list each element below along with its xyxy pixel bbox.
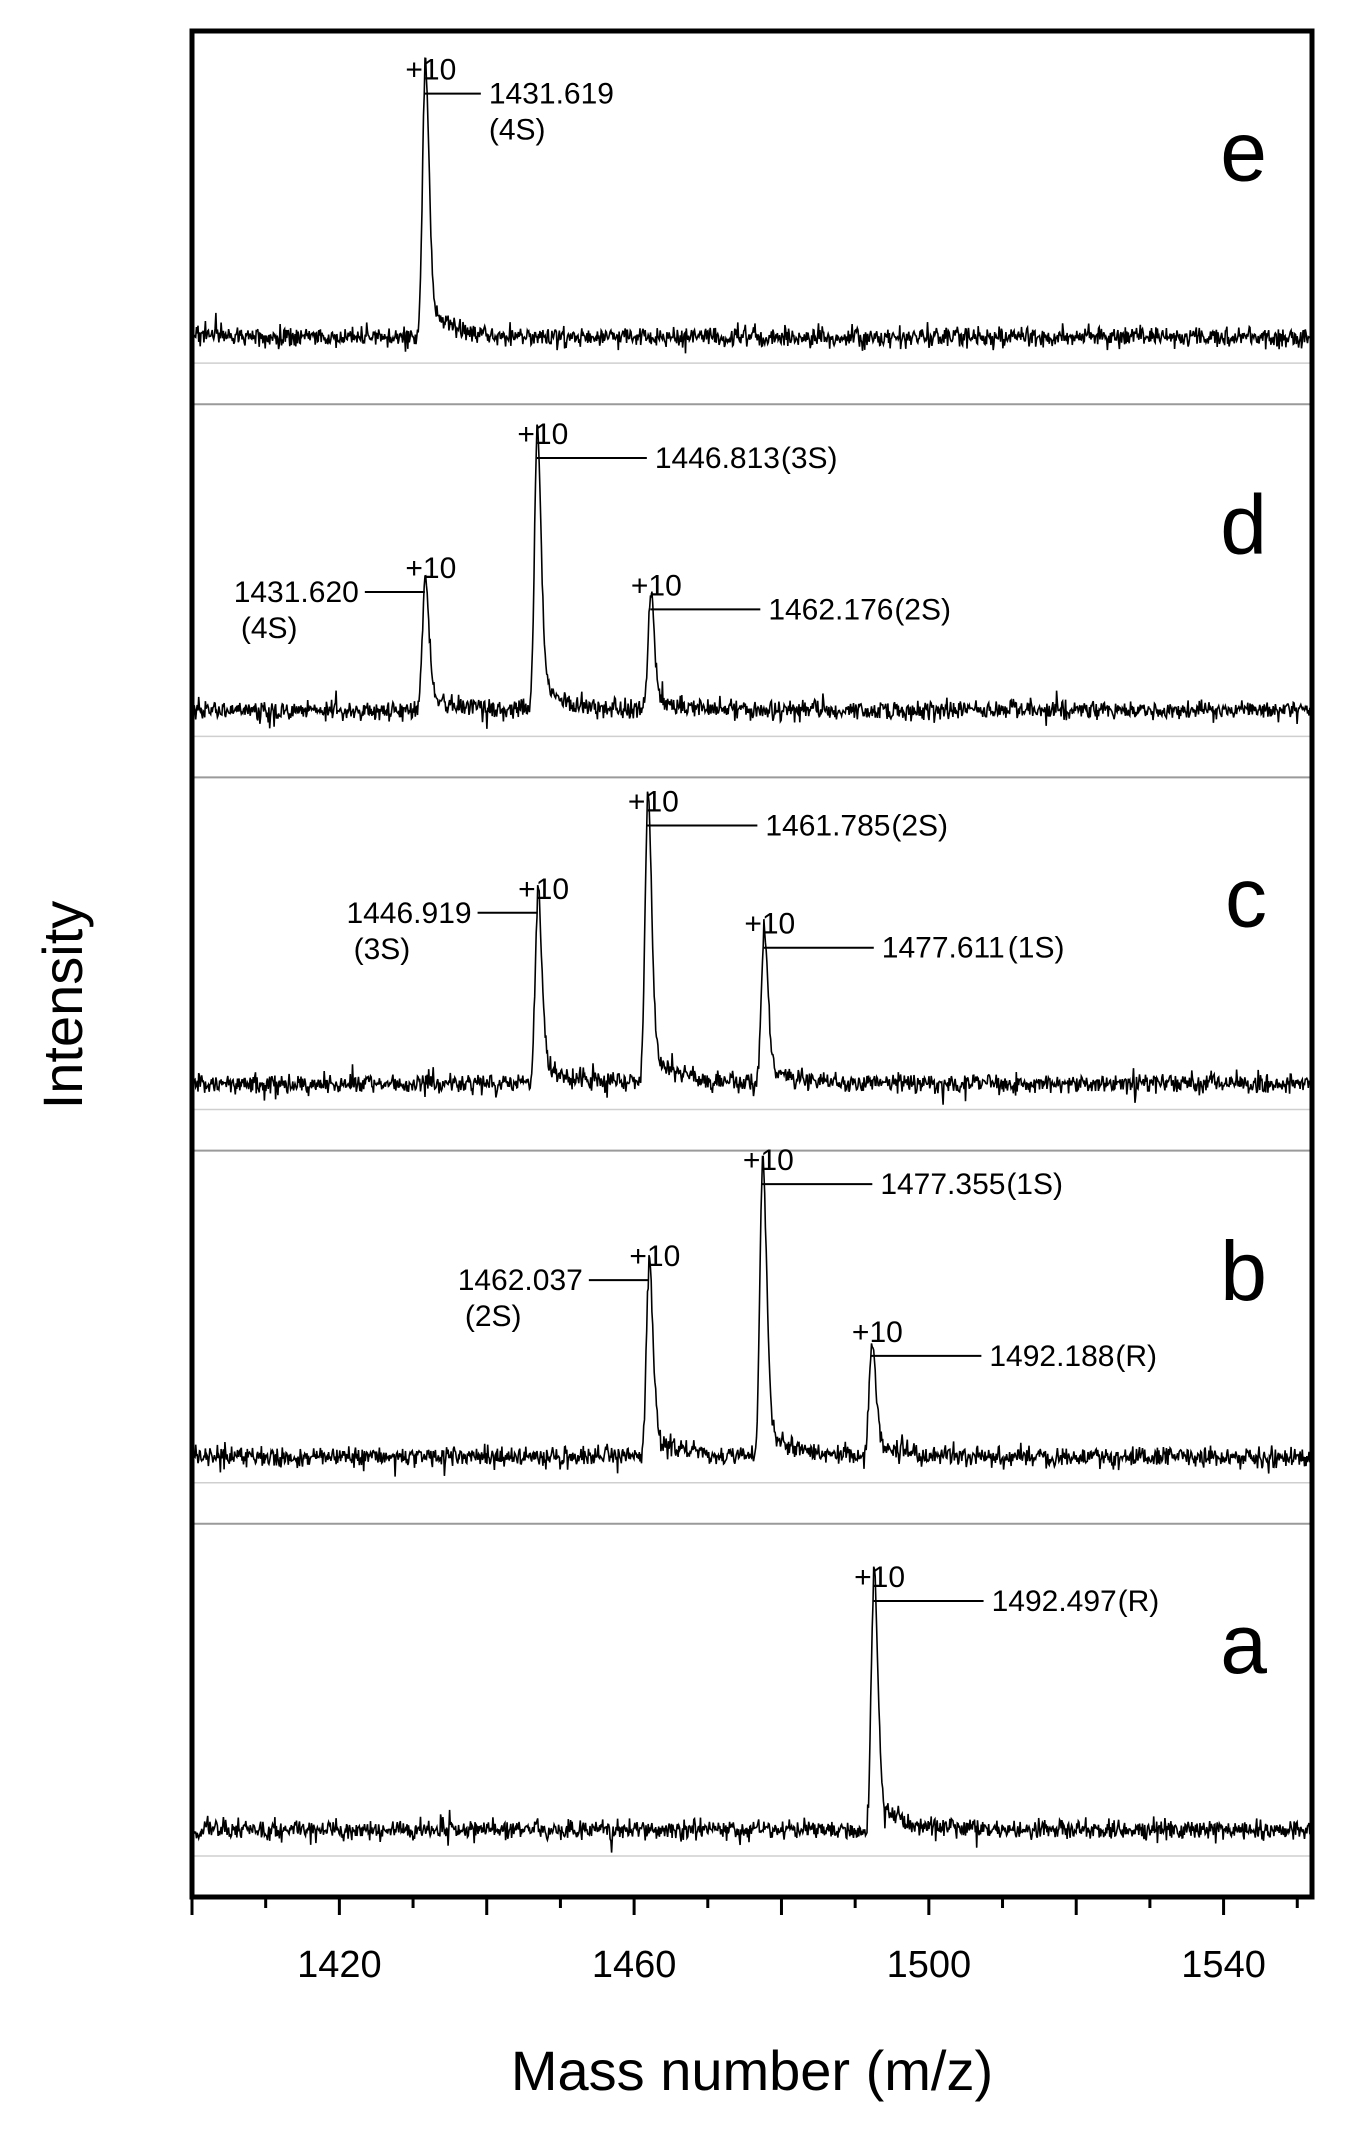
peak-species-label: (2S) — [891, 809, 948, 842]
peak-mass-label: 1492.188 — [989, 1340, 1114, 1373]
x-tick-label: 1540 — [1181, 1944, 1266, 1986]
spectrum-trace-e — [191, 57, 1313, 354]
spectrum-trace-c — [191, 791, 1313, 1105]
peak-mass-label: 1477.355 — [880, 1168, 1005, 1201]
panel-letter-d: d — [1220, 477, 1267, 571]
peak-mass-label: 1431.620 — [234, 576, 359, 609]
peak-mass-label: 1492.497 — [992, 1585, 1117, 1618]
panel-letter-c: c — [1225, 851, 1267, 945]
peak-species-label: (R) — [1115, 1340, 1157, 1373]
labels-layer: e+101431.619(4S)d+101431.620(4S)+101446.… — [234, 54, 1268, 1691]
peak-charge-label: +10 — [743, 1144, 794, 1177]
peak-charge-label: +10 — [517, 418, 568, 451]
x-tick-label: 1500 — [887, 1944, 972, 1986]
peak-species-label: (4S) — [489, 114, 546, 147]
peak-species-label: (R) — [1118, 1585, 1160, 1618]
panel-letter-b: b — [1220, 1224, 1267, 1318]
peak-charge-label: +10 — [405, 54, 456, 87]
peak-species-label: (4S) — [241, 612, 298, 645]
y-axis-title: Intensity — [31, 901, 94, 1110]
peak-charge-label: +10 — [518, 873, 569, 906]
x-axis: 1420 1460 1500 1540 — [190, 1897, 1299, 1986]
peak-species-label: (2S) — [465, 1300, 522, 1333]
panel-letter-e: e — [1220, 104, 1267, 198]
peak-charge-label: +10 — [628, 785, 679, 818]
peak-mass-label: 1462.176 — [768, 593, 893, 626]
x-tick-label: 1420 — [297, 1944, 382, 1986]
spectra-layer — [191, 57, 1313, 1857]
peak-mass-label: 1461.785 — [765, 809, 890, 842]
plot-frame — [189, 28, 1315, 1900]
peak-species-label: (2S) — [894, 593, 951, 626]
panel-letter-a: a — [1220, 1597, 1267, 1691]
spectrum-trace-d — [191, 424, 1313, 729]
peak-charge-label: +10 — [629, 1240, 680, 1273]
peak-mass-label: 1446.813 — [655, 442, 780, 475]
peak-charge-label: +10 — [631, 569, 682, 602]
x-tick-label: 1460 — [592, 1944, 677, 1986]
peak-charge-label: +10 — [854, 1561, 905, 1594]
peak-charge-label: +10 — [405, 552, 456, 585]
x-axis-title: Mass number (m/z) — [511, 2039, 993, 2102]
spectrum-trace-a — [191, 1566, 1313, 1853]
peak-mass-label: 1446.919 — [346, 897, 471, 930]
peak-mass-label: 1462.037 — [458, 1264, 583, 1297]
peak-species-label: (1S) — [1008, 932, 1065, 965]
peak-charge-label: +10 — [852, 1316, 903, 1349]
peak-species-label: (3S) — [354, 933, 411, 966]
spectrum-trace-b — [191, 1155, 1313, 1477]
peak-mass-label: 1431.619 — [489, 78, 614, 111]
peak-species-label: (3S) — [781, 442, 838, 475]
peak-charge-label: +10 — [744, 908, 795, 941]
peak-species-label: (1S) — [1006, 1168, 1063, 1201]
peak-mass-label: 1477.611 — [882, 932, 1005, 965]
